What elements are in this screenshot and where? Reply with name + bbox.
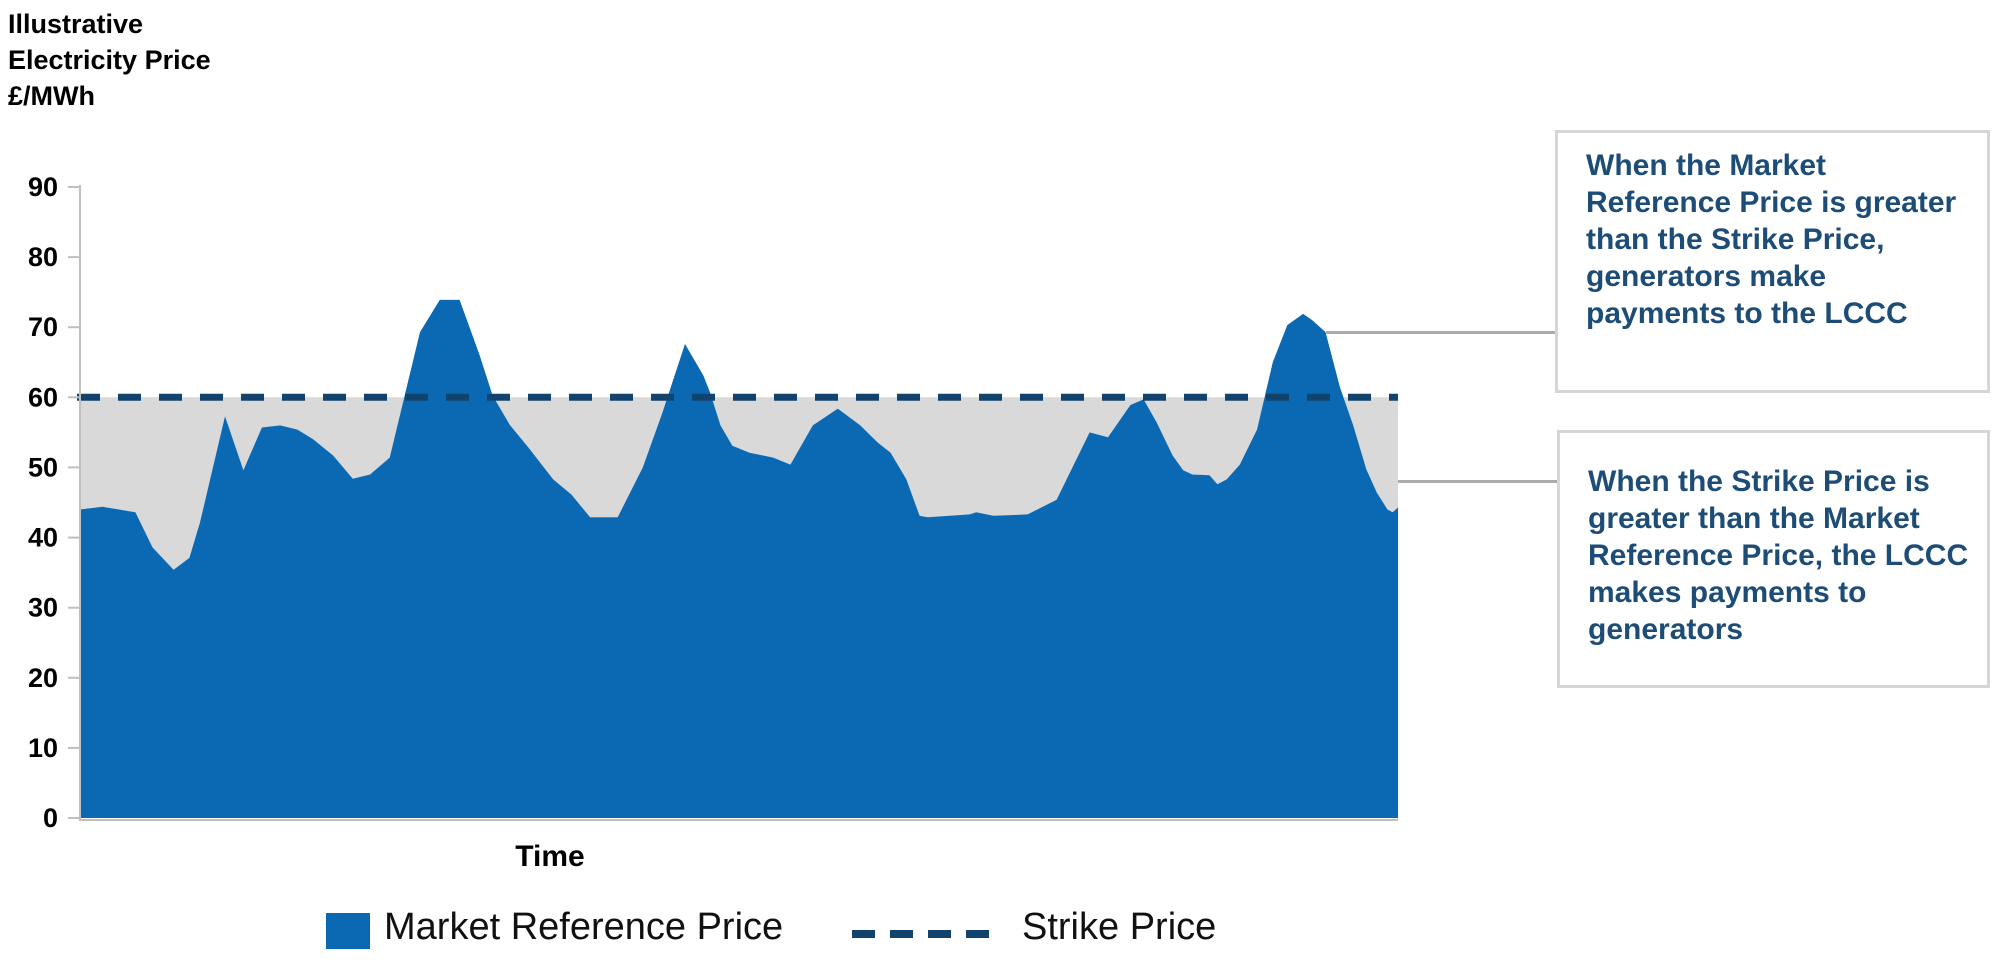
annotation-line: greater than the Market <box>1588 502 1920 535</box>
annotation-generators-pay-lccc: When the Market Reference Price is great… <box>1555 130 1990 393</box>
y-axis-title: Illustrative Electricity Price £/MWh <box>8 6 211 114</box>
annotation-lccc-pays-generators: When the Strike Price is greater than th… <box>1557 430 1990 688</box>
y-axis-title-line: Electricity Price <box>8 45 211 75</box>
annotation-line: than the Strike Price, <box>1586 223 1885 256</box>
annotation-line: generators <box>1588 613 1744 646</box>
annotation-line: When the Strike Price is <box>1588 465 1930 498</box>
y-tick-label: 80 <box>28 242 58 272</box>
annotation-line: payments to the LCCC <box>1586 297 1908 330</box>
y-tick-label: 0 <box>43 803 58 833</box>
y-tick-label: 10 <box>28 733 58 763</box>
y-axis-title-line: £/MWh <box>8 81 95 111</box>
legend-label-market-reference-price: Market Reference Price <box>384 906 784 948</box>
connector-line-below-strike <box>1398 480 1557 483</box>
connector-line-above-strike <box>1326 331 1555 334</box>
y-tick-label: 40 <box>28 523 58 553</box>
x-axis-label: Time <box>515 840 585 873</box>
annotation-line: When the Market <box>1586 149 1827 182</box>
y-tick-label: 60 <box>28 382 58 412</box>
legend-area-swatch <box>326 913 370 949</box>
annotation-line: makes payments to <box>1588 576 1867 609</box>
annotation-line: generators make <box>1586 260 1827 293</box>
y-tick-label: 90 <box>28 172 58 202</box>
y-axis-title-line: Illustrative <box>8 9 144 39</box>
market-reference-price-area <box>80 299 1398 818</box>
legend-label-strike-price: Strike Price <box>1022 906 1217 948</box>
y-tick-label: 50 <box>28 452 58 482</box>
shortfall-area <box>80 299 1398 570</box>
legend-dash-swatch <box>852 930 997 938</box>
y-tick-label: 20 <box>28 663 58 693</box>
y-tick-label: 30 <box>28 593 58 623</box>
annotation-line: Reference Price, the LCCC <box>1588 539 1969 572</box>
annotation-line: Reference Price is greater <box>1586 186 1957 219</box>
y-tick-label: 70 <box>28 312 58 342</box>
